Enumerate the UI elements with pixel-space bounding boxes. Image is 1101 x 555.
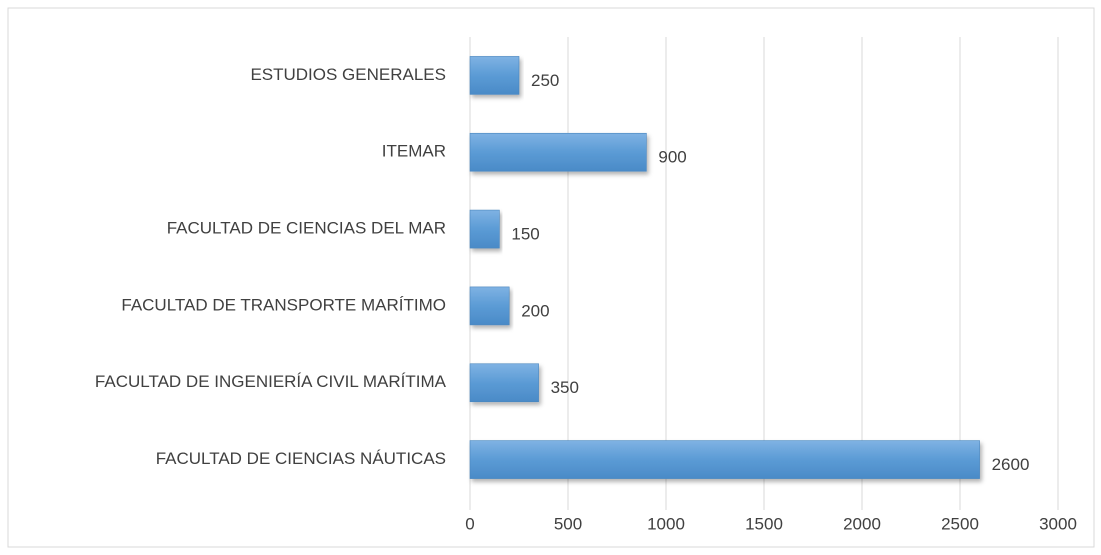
x-tick-label: 1000 (647, 514, 685, 533)
y-tick-label: FACULTAD DE CIENCIAS NÁUTICAS (156, 449, 446, 468)
x-tick-label: 500 (554, 514, 582, 533)
bar (469, 363, 539, 403)
x-tick-label: 1500 (745, 514, 783, 533)
bar (469, 132, 647, 172)
y-tick-label: FACULTAD DE CIENCIAS DEL MAR (167, 219, 446, 238)
x-tick-label: 3000 (1039, 514, 1077, 533)
y-tick-label: ESTUDIOS GENERALES (250, 65, 446, 84)
data-label: 900 (658, 148, 686, 167)
bar (469, 56, 520, 95)
bar (469, 440, 980, 479)
data-label: 2600 (992, 455, 1030, 474)
y-tick-label: ITEMAR (382, 142, 446, 161)
x-tick-label: 2500 (941, 514, 979, 533)
data-label: 250 (531, 71, 559, 90)
y-tick-label: FACULTAD DE TRANSPORTE MARÍTIMO (121, 295, 446, 314)
x-tick-label: 0 (465, 514, 474, 533)
data-label: 150 (511, 225, 539, 244)
data-label: 200 (521, 301, 549, 320)
bar (469, 286, 510, 326)
y-tick-label: FACULTAD DE INGENIERÍA CIVIL MARÍTIMA (95, 372, 447, 391)
bar (469, 209, 500, 249)
data-label: 350 (551, 378, 579, 397)
x-tick-label: 2000 (843, 514, 881, 533)
